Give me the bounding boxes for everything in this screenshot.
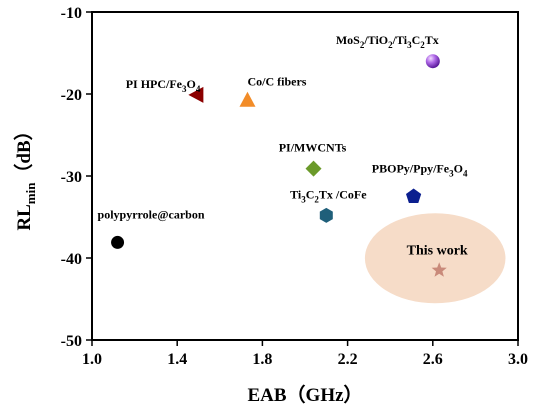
label-pi-mwcnts: PI/MWCNTs xyxy=(279,141,347,155)
y-axis-title-unit: （dB） xyxy=(12,121,35,182)
marker-pbopy-ppy-fe3o4 xyxy=(406,188,422,203)
marker-polypyrrole-carbon xyxy=(111,235,125,249)
y-axis-title-main: RL xyxy=(14,204,35,230)
marker-pi-hpc-fe3o4 xyxy=(188,86,204,103)
marker-pi-mwcnts xyxy=(305,160,322,177)
label-this-work: This work xyxy=(407,243,468,258)
y-axis-title-subscript: min xyxy=(23,182,38,204)
label-pi-hpc-fe3o4: PI HPC/Fe3O4 xyxy=(126,77,201,94)
y-tick-label: -10 xyxy=(61,5,82,22)
x-tick-label: 2.6 xyxy=(423,351,443,368)
label-co-c-fibers: Co/C fibers xyxy=(247,75,306,89)
y-axis-title: RLmin（dB） xyxy=(12,121,38,230)
marker-ti3c2tx-cofe xyxy=(319,207,333,223)
x-axis-ticks: 1.0 1.4 1.8 2.2 2.6 3.0 xyxy=(82,340,528,368)
y-tick-label: -50 xyxy=(61,333,82,350)
marker-this-work xyxy=(431,262,447,277)
label-mos2-tio2-ti3c2tx: MoS2/TiO2/Ti3C2Tx xyxy=(336,33,439,50)
x-tick-label: 1.8 xyxy=(252,351,272,368)
data-point-labels: polypyrrole@carbon PI HPC/Fe3O4 Co/C fiber… xyxy=(98,33,468,258)
x-tick-label: 1.4 xyxy=(167,351,187,368)
y-axis-ticks: -10 -20 -30 -40 -50 xyxy=(61,5,92,350)
label-ti3c2tx-cofe: Ti3C2Tx /CoFe xyxy=(290,187,367,204)
marker-co-c-fibers xyxy=(239,91,256,107)
x-tick-label: 2.2 xyxy=(338,351,358,368)
y-tick-label: -40 xyxy=(61,251,82,268)
label-pbopy-ppy-fe3o4: PBOPy/Ppy/Fe3O4 xyxy=(372,162,468,179)
marker-mos2-tio2-ti3c2tx xyxy=(425,54,440,69)
data-points xyxy=(111,54,447,277)
y-tick-label: -20 xyxy=(61,87,82,104)
label-polypyrrole-carbon: polypyrrole@carbon xyxy=(98,207,205,221)
y-tick-label: -30 xyxy=(61,169,82,186)
this-work-highlight-ellipse xyxy=(364,213,506,304)
x-tick-label: 3.0 xyxy=(508,351,528,368)
x-tick-label: 1.0 xyxy=(82,351,102,368)
x-axis-title: EAB（GHz） xyxy=(247,383,362,406)
